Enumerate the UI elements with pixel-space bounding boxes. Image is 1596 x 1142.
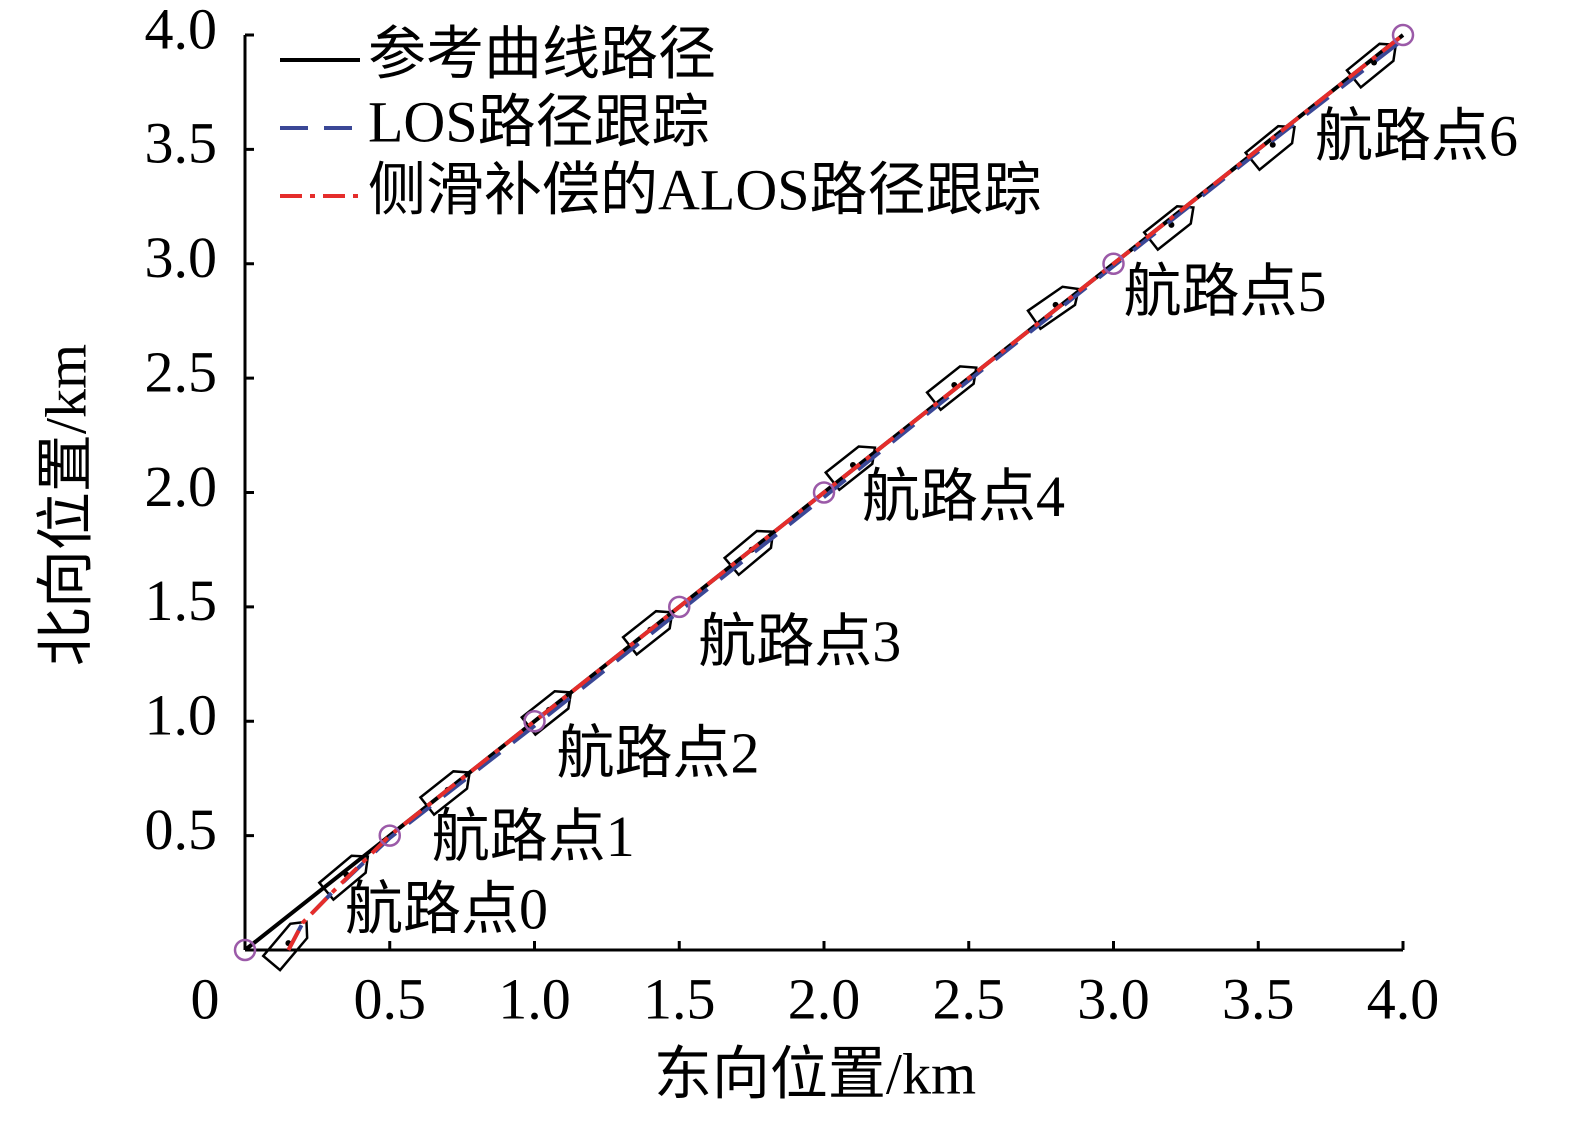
x-tick-label: 0 bbox=[191, 966, 220, 1031]
y-tick-label: 1.5 bbox=[145, 568, 218, 633]
waypoint-label: 航路点4 bbox=[862, 464, 1065, 529]
y-tick-label: 0.5 bbox=[145, 797, 218, 862]
x-tick-label: 3.0 bbox=[1077, 966, 1150, 1031]
y-tick-label: 4.0 bbox=[145, 0, 218, 61]
waypoint bbox=[812, 481, 836, 504]
waypoint-label: 航路点5 bbox=[1124, 259, 1327, 324]
ship-center bbox=[1269, 141, 1276, 148]
waypoint bbox=[668, 595, 691, 619]
x-axis-title: 东向位置/km bbox=[654, 1041, 976, 1106]
y-tick-label: 3.5 bbox=[145, 111, 218, 176]
x-tick-label: 1.5 bbox=[643, 966, 716, 1031]
ship bbox=[1243, 124, 1296, 172]
waypoint-label: 航路点0 bbox=[345, 876, 548, 941]
x-tick-label: 2.5 bbox=[933, 966, 1006, 1031]
waypoint bbox=[523, 710, 546, 733]
legend-label: LOS路径跟踪 bbox=[368, 89, 710, 154]
series-line bbox=[286, 33, 1405, 951]
waypoint-label: 航路点6 bbox=[1315, 103, 1518, 168]
y-tick-label: 2.0 bbox=[145, 454, 218, 519]
legend-label: 参考曲线路径 bbox=[368, 21, 716, 86]
y-tick-label: 3.0 bbox=[145, 225, 218, 290]
x-tick-label: 2.0 bbox=[788, 966, 861, 1031]
ship bbox=[317, 854, 370, 902]
waypoint bbox=[378, 824, 401, 847]
ship bbox=[261, 920, 309, 972]
ship bbox=[1142, 205, 1195, 252]
ship bbox=[418, 770, 472, 817]
x-tick-label: 0.5 bbox=[354, 966, 427, 1031]
waypoint-label: 航路点1 bbox=[432, 804, 635, 869]
waypoint bbox=[1391, 23, 1415, 47]
y-axis-title: 北向位置/km bbox=[33, 344, 98, 666]
x-tick-label: 1.0 bbox=[498, 966, 571, 1031]
waypoint-label: 航路点3 bbox=[698, 609, 901, 674]
y-tick-label: 1.0 bbox=[145, 683, 218, 748]
y-tick-label: 2.5 bbox=[145, 339, 218, 404]
x-tick-label: 3.5 bbox=[1222, 966, 1295, 1031]
ship bbox=[1345, 42, 1398, 90]
waypoint bbox=[1102, 252, 1125, 275]
waypoint bbox=[233, 938, 257, 962]
waypoint-label: 航路点2 bbox=[557, 721, 760, 786]
x-tick-label: 4.0 bbox=[1367, 966, 1440, 1031]
legend-label: 侧滑补偿的ALOS路径跟踪 bbox=[368, 157, 1041, 222]
